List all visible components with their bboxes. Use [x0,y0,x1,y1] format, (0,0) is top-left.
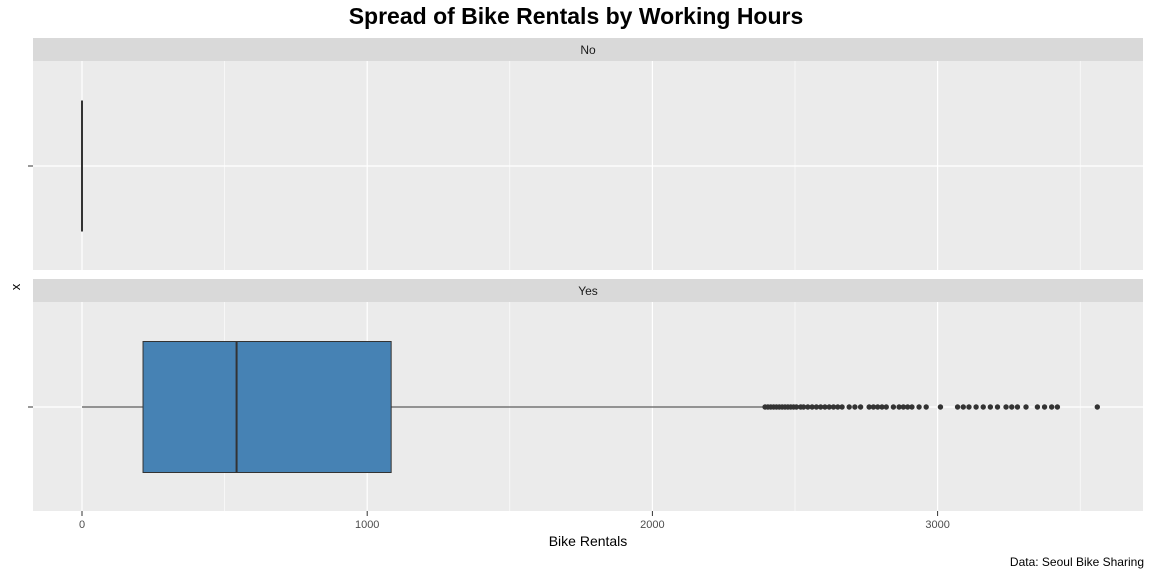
outlier-point-yes [960,404,966,410]
outlier-point-yes [909,404,915,410]
y-axis-label: x [8,283,23,291]
outlier-point-yes [966,404,972,410]
outlier-point-yes [822,404,828,410]
outlier-point-yes [830,404,837,410]
outlier-point-yes [1054,404,1061,410]
caption: Data: Seoul Bike Sharing [1009,555,1144,569]
outlier-point-yes [896,404,902,410]
outlier-point-yes [857,404,864,410]
outlier-point-yes [883,404,889,410]
outlier-point-yes [954,404,961,410]
outlier-point-yes [1014,404,1021,410]
outlier-point-yes [879,404,885,410]
outlier-point-yes [973,404,979,410]
panel-no-grid [33,61,1143,270]
outlier-point-yes [800,404,807,410]
outlier-point-yes [923,404,929,410]
panel-no-strip [33,38,1143,61]
box-yes [142,341,392,473]
outlier-point-yes [1041,404,1048,410]
outlier-point-yes [994,404,1001,410]
x-axis-tick-label: 0 [79,519,85,531]
outlier-point-yes [805,404,811,410]
outlier-point-yes [793,404,800,410]
x-axis-tick-label: 3000 [925,519,949,531]
outlier-point-yes [1048,404,1055,410]
outlier-point-yes [904,404,911,410]
x-axis-tick-label: 2000 [640,519,664,531]
outlier-point-yes [980,404,986,410]
outlier-point-yes [900,404,907,410]
outlier-point-yes [890,404,897,410]
outlier-point-yes [852,404,858,410]
outlier-point-yes [875,404,881,410]
panel-no-strip-label: No [580,43,596,57]
outlier-point-yes [866,404,872,410]
outlier-point-yes [839,404,845,410]
outlier-point-yes [817,404,824,410]
x-axis-tick-label: 1000 [355,519,379,531]
outlier-point-yes [826,404,832,410]
chart-title: Spread of Bike Rentals by Working Hours [348,3,804,29]
outlier-point-yes [937,404,944,410]
outlier-point-yes [1094,404,1101,410]
outlier-point-yes [1009,404,1015,410]
outlier-point-yes [916,404,922,410]
panel-yes-marks [82,341,1101,473]
panel-yes-strip-label: Yes [578,284,598,298]
outlier-point-yes [813,404,820,410]
outlier-point-yes [870,404,877,410]
panel-yes-strip [33,279,1143,302]
x-axis-label: Bike Rentals [548,533,628,549]
outlier-point-yes [987,404,994,410]
outlier-point-yes [846,404,852,410]
x-axis: 0 1000 2000 3000 [79,511,950,531]
outlier-point-yes [1023,404,1029,410]
outlier-point-yes [1034,404,1041,410]
outlier-point-yes [809,404,815,410]
outlier-point-yes [1003,404,1009,410]
outlier-point-yes [835,404,841,410]
